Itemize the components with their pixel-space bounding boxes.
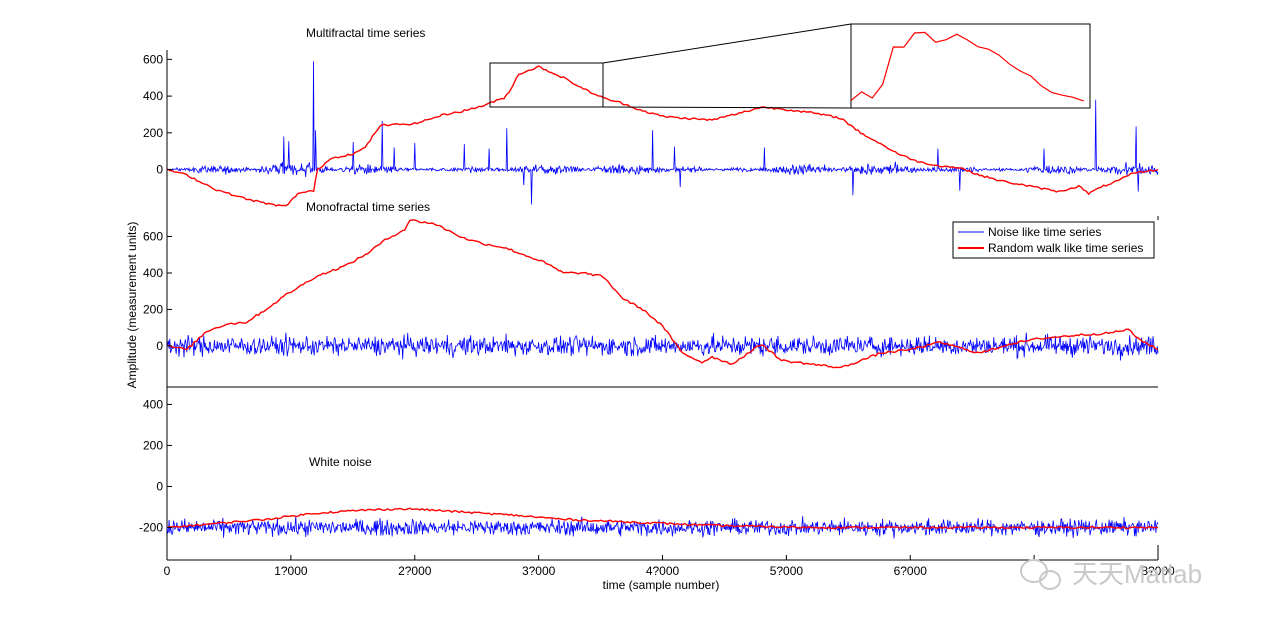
x-tick-label: 4?000 [646, 564, 680, 578]
zoom-inset [489, 23, 1091, 109]
y-tick-label: 600 [143, 52, 163, 66]
y-tick-label: 0 [156, 339, 163, 353]
legend-label-noise: Noise like time series [988, 225, 1101, 239]
ticks-layer: 0 200 400 600 0 200 400 600 -200 0 200 400 0 1?000 2?0… [139, 52, 1175, 578]
x-tick-label: 6?000 [894, 564, 928, 578]
watermark-text: 天天Matlab [1072, 559, 1202, 589]
panel-0 [166, 61, 1159, 207]
x-tick-label: 8?000 [1141, 564, 1175, 578]
noise-series-line-2 [166, 515, 1159, 539]
noise-series-line-0 [166, 61, 1159, 205]
legend: Noise like time series Random walk like … [952, 221, 1155, 259]
zoom-inset-line [850, 31, 1084, 102]
y-tick-label: 200 [143, 438, 163, 452]
x-tick-label: 5?000 [770, 564, 804, 578]
walk-series-line-2 [166, 507, 1159, 530]
x-tick-label: 1?000 [274, 564, 308, 578]
walk-series-line-0 [166, 65, 1159, 207]
panels-layer [166, 61, 1159, 539]
y-axis-label: Amplitude (measurement units) [125, 222, 139, 389]
panel-title-white-noise: White noise [309, 455, 372, 469]
zoom-connector-top [602, 23, 852, 64]
x-tick-label: 2?000 [398, 564, 432, 578]
watermark: 天天Matlab [1020, 559, 1202, 590]
y-tick-label: -200 [139, 520, 163, 534]
x-axis-label: time (sample number) [603, 578, 720, 592]
panel-title-monofractal: Monofractal time series [306, 200, 430, 214]
zoom-connector-bottom [602, 106, 852, 109]
y-tick-label: 0 [156, 163, 163, 177]
legend-label-walk: Random walk like time series [988, 241, 1143, 255]
noise-series-line-1 [166, 332, 1159, 361]
zoom-inset-box [850, 23, 1091, 109]
x-tick-label: 3?000 [522, 564, 556, 578]
y-tick-label: 0 [156, 479, 163, 493]
y-tick-label: 400 [143, 266, 163, 280]
walk-series-line-1 [166, 219, 1159, 369]
inset-walk-line [850, 31, 1084, 102]
zoom-source-box [489, 62, 604, 108]
y-tick-label: 200 [143, 126, 163, 140]
panel-title-multifractal: Multifractal time series [306, 26, 425, 40]
y-tick-label: 200 [143, 302, 163, 316]
wechat-icon [1020, 559, 1061, 590]
axes-frame [166, 50, 1159, 561]
y-tick-label: 400 [143, 397, 163, 411]
panel-2 [166, 507, 1159, 539]
y-tick-label: 600 [143, 230, 163, 244]
panel-1 [166, 219, 1159, 369]
x-tick-label: 0 [164, 564, 171, 578]
legend-box [952, 221, 1155, 259]
y-tick-label: 400 [143, 89, 163, 103]
